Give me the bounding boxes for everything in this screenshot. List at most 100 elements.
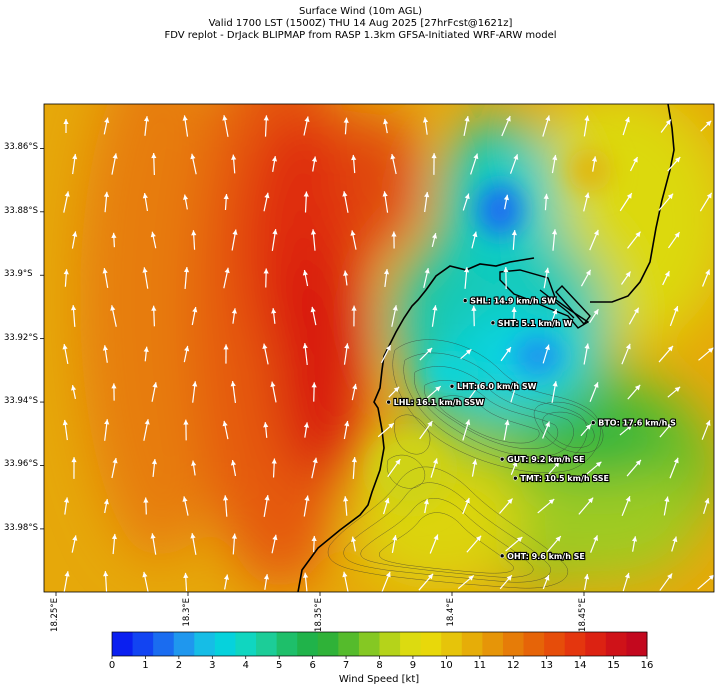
wind-arrow [619, 424, 633, 436]
lon-ticks [55, 592, 585, 596]
colorbar-tick-label: 0 [108, 660, 116, 671]
wind-arrow [463, 267, 470, 289]
wind-arrow [351, 305, 357, 327]
wind-arrow [511, 230, 517, 250]
wind-arrow [310, 229, 317, 251]
wind-arrow [190, 533, 197, 555]
wind-arrow [589, 382, 599, 402]
wind-arrow [382, 191, 389, 213]
wind-arrow [700, 120, 712, 132]
wind-arrow [511, 306, 517, 326]
wind-arrow [71, 384, 77, 400]
station-marker: LHT: 6.0 km/h SW [449, 381, 538, 392]
wind-arrow [380, 344, 392, 364]
wind-arrow [667, 231, 681, 249]
wind-arrow [424, 191, 430, 213]
wind-arrow [542, 344, 550, 364]
wind-arrow [669, 457, 679, 479]
wind-arrow [701, 420, 711, 440]
wind-arrow [71, 535, 78, 553]
colorbar-swatch [461, 632, 483, 656]
wind-arrow [151, 153, 157, 175]
wind-arrow [271, 156, 278, 172]
wind-arrow [667, 386, 681, 398]
wind-arrow [429, 534, 439, 554]
wind-arrow [430, 458, 438, 478]
wind-arrow [223, 193, 229, 211]
wind-arrow [423, 498, 429, 514]
wind-arrow [418, 573, 434, 591]
eastern-coastline [590, 104, 675, 303]
station-marker: SHT: 5.1 km/h W [490, 318, 573, 329]
wind-arrow [63, 497, 70, 515]
wind-arrow [303, 422, 309, 438]
wind-arrow [343, 343, 350, 365]
wind-arrow [501, 115, 511, 137]
wind-arrow [381, 571, 391, 592]
harbour-pier [555, 284, 591, 326]
wind-arrow [551, 154, 558, 174]
wind-arrow [303, 191, 309, 213]
harbour-breakwater [539, 289, 575, 319]
colorbar-swatch [112, 632, 134, 656]
wind-arrow [111, 153, 118, 175]
wind-arrow [183, 572, 189, 592]
wind-arrow [271, 229, 278, 251]
wind-arrow [542, 574, 550, 590]
wind-arrow [231, 229, 238, 251]
wind-arrow [303, 495, 310, 517]
colorbar-title: Wind Speed [kt] [338, 674, 420, 685]
wind-arrow [223, 574, 230, 590]
longitude-label: 18.35°E [314, 598, 324, 632]
wind-arrow [627, 384, 641, 400]
wind-arrow [667, 156, 681, 172]
colorbar-tick-label: 2 [175, 660, 183, 671]
colorbar-swatch [338, 632, 360, 656]
wind-arrow [431, 153, 437, 175]
station-marker: OHT: 9.6 km/h SE [499, 551, 586, 562]
colorbar-swatch [276, 632, 298, 656]
wind-arrow [150, 231, 157, 249]
wind-arrow [619, 192, 633, 212]
wind-arrow [426, 385, 442, 399]
wind-arrow [423, 267, 430, 289]
wind-arrow [703, 497, 710, 515]
wind-arrow [509, 154, 519, 174]
wind-arrow [542, 421, 550, 439]
wind-arrow [388, 386, 400, 398]
colorbar-tick-label: 8 [376, 660, 383, 671]
wind-arrow [302, 572, 309, 592]
wind-arrow [551, 229, 558, 251]
wind-arrow [103, 117, 110, 135]
wind-arrow [701, 269, 711, 287]
wind-arrow [658, 193, 674, 211]
wind-arrow [342, 571, 349, 592]
wind-arrow [627, 231, 641, 249]
wind-arrow [222, 420, 229, 440]
wind-arrow [183, 267, 190, 289]
colorbar-tick-label: 3 [209, 660, 216, 671]
lat-ticks [40, 147, 44, 530]
wind-arrow [583, 115, 590, 137]
wind-arrow [302, 343, 308, 365]
wind-arrow [431, 305, 438, 327]
wind-arrow [223, 267, 230, 289]
wind-arrow [350, 230, 357, 250]
longitude-label: 18.4°E [446, 598, 456, 627]
wind-arrow [263, 192, 270, 212]
harbour-outline [499, 269, 590, 329]
wind-arrow [471, 459, 478, 477]
wind-arrow [302, 269, 309, 287]
wind-arrow [462, 193, 470, 211]
colorbar-tick-label: 5 [276, 660, 283, 671]
wind-arrow [62, 419, 68, 441]
latitude-label: 33.98°S [4, 522, 38, 533]
chart-title: Surface Wind (10m AGL) Valid 1700 LST (1… [0, 6, 721, 42]
colorbar-swatch [482, 632, 504, 656]
colorbar-swatch [153, 632, 175, 656]
wind-arrow [503, 267, 509, 289]
wind-arrow [142, 192, 149, 212]
wind-arrow [351, 154, 357, 174]
station-label: OHT: 9.6 km/h SE [507, 552, 585, 561]
wind-arrow [631, 536, 638, 552]
